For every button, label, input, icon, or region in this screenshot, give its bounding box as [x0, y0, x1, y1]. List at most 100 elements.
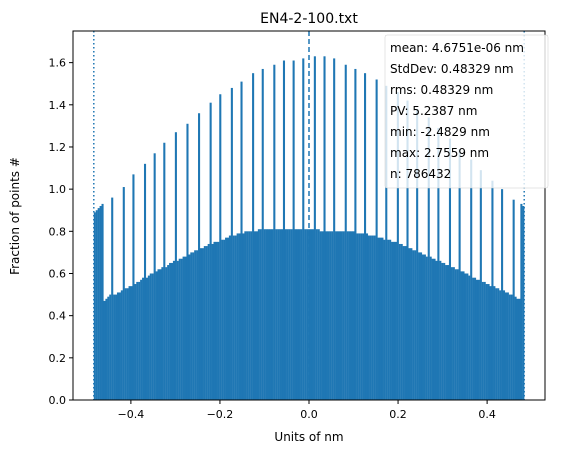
histogram-bar	[396, 92, 399, 401]
histogram-bar	[198, 113, 201, 400]
histogram-bar	[194, 250, 197, 400]
histogram-bar	[211, 243, 214, 400]
histogram-bar	[367, 235, 370, 400]
histogram-bar	[116, 292, 120, 400]
histogram-bar	[518, 298, 521, 400]
histogram-bar	[257, 229, 260, 400]
histogram-bar	[143, 163, 147, 400]
histogram-bar	[493, 286, 496, 400]
histogram-bar	[454, 269, 457, 400]
histogram-bar	[394, 241, 397, 400]
histogram-bar	[381, 237, 384, 400]
histogram-bar	[439, 260, 442, 400]
histogram-bar	[346, 231, 349, 400]
histogram-bar	[273, 64, 276, 401]
histogram-bar	[199, 248, 203, 400]
histogram-bar	[109, 294, 112, 400]
y-tick-label: 0.6	[49, 267, 67, 280]
histogram-bar	[468, 275, 471, 400]
histogram-bar	[286, 229, 289, 400]
histogram-bar	[290, 229, 293, 400]
histogram-bar	[448, 138, 452, 401]
y-tick-label: 0.8	[49, 225, 67, 238]
histogram-bar	[219, 94, 222, 400]
histogram-bar	[502, 290, 506, 400]
histogram-bar	[207, 243, 210, 400]
histogram-bar	[230, 87, 233, 401]
histogram-bar	[120, 290, 123, 400]
x-tick-label: 0.4	[478, 408, 496, 421]
histogram-bar	[306, 229, 309, 400]
histogram-bar	[406, 100, 409, 400]
histogram-bar	[248, 231, 251, 400]
histogram-bar	[176, 260, 179, 400]
histogram-bar	[124, 288, 127, 400]
histogram-bar	[171, 262, 174, 400]
x-tick-label: 0.2	[389, 408, 407, 421]
histogram-bar	[348, 231, 351, 400]
histogram-bar	[472, 277, 475, 400]
y-tick-label: 1.0	[49, 183, 67, 196]
y-tick-label: 0.2	[49, 352, 67, 365]
histogram-bar	[392, 241, 396, 400]
histogram-bar	[450, 267, 453, 400]
histogram-bar	[491, 180, 494, 400]
histogram-bar	[265, 229, 268, 400]
histogram-bar	[267, 229, 270, 400]
y-tick-label: 1.6	[49, 57, 67, 70]
histogram-bar	[489, 286, 492, 400]
histogram-bar	[443, 262, 446, 400]
histogram-bar	[269, 229, 272, 400]
histogram-bar	[423, 254, 426, 400]
histogram-bar	[344, 64, 347, 401]
histogram-bar	[508, 294, 511, 400]
histogram-bar	[437, 127, 440, 401]
histogram-bar	[298, 229, 301, 400]
histogram-bar	[338, 231, 341, 400]
histogram-bar	[255, 231, 258, 400]
histogram-bar	[145, 277, 148, 400]
histogram-bar	[327, 231, 330, 400]
stats-line: rms: 0.48329 nm	[390, 83, 493, 97]
histogram-bar	[487, 284, 490, 400]
histogram-bar	[360, 233, 363, 400]
histogram-bar	[383, 239, 386, 400]
histogram-bar	[504, 292, 507, 400]
histogram-bar	[250, 231, 253, 400]
histogram-bar	[271, 229, 274, 400]
histogram-bar	[111, 197, 114, 400]
histogram-bar	[414, 250, 417, 400]
stats-line: StdDev: 0.48329 nm	[390, 62, 514, 76]
histogram-bar	[192, 252, 195, 400]
histogram-bar	[302, 58, 305, 400]
histogram-bar	[311, 229, 314, 400]
histogram-bar	[253, 231, 257, 400]
histogram-bar	[387, 239, 390, 400]
histogram-bar	[365, 233, 369, 400]
stats-box: mean: 4.6751e-06 nm StdDev: 0.48329 nm rms…	[384, 34, 549, 189]
histogram-bar	[149, 273, 152, 400]
histogram-bar	[506, 292, 509, 400]
histogram-bar	[371, 235, 374, 400]
histogram-bar	[309, 229, 313, 400]
histogram-bar	[441, 262, 444, 400]
histogram-bar	[226, 237, 230, 400]
histogram-bar	[477, 279, 480, 400]
histogram-bar	[375, 79, 378, 400]
histogram-bar	[317, 229, 320, 400]
x-axis-ticks: −0.4 −0.2 0.0 0.2 0.4	[118, 400, 496, 421]
histogram-bar	[277, 229, 280, 400]
histogram-bar	[389, 239, 392, 400]
histogram-bar	[512, 199, 515, 400]
histogram-bar	[122, 187, 125, 400]
histogram-bar	[163, 142, 166, 400]
histogram-bar	[485, 284, 488, 400]
histogram-bar	[279, 229, 282, 400]
histogram-bar	[400, 243, 403, 400]
histogram-bar	[155, 271, 158, 400]
histogram-bar	[140, 279, 143, 400]
histogram-bar	[217, 241, 220, 400]
histogram-bar	[304, 229, 307, 400]
y-axis-label: Fraction of points #	[8, 157, 22, 275]
histogram-bar	[169, 262, 172, 400]
